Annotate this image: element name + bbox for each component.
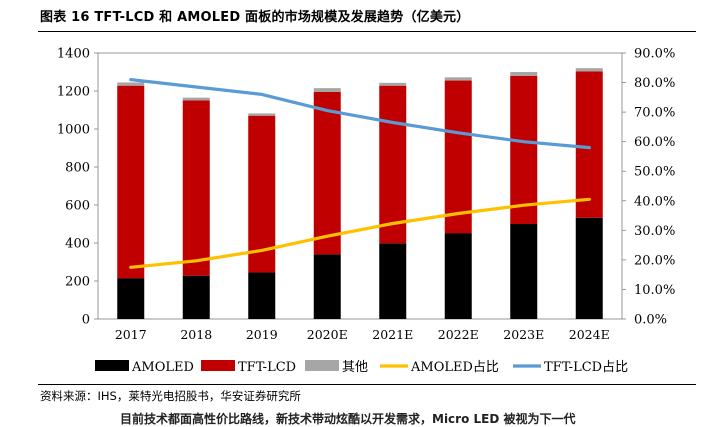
bar--8: [575, 68, 603, 72]
left-axis-tick-label: 1000: [57, 123, 90, 138]
source-divider: [38, 384, 696, 385]
x-axis-tick-label: 2021E: [372, 327, 413, 342]
bar-tft-lcd-8: [575, 71, 603, 218]
legend-swatch-1: [95, 360, 129, 371]
x-axis-tick-label: 2024E: [569, 327, 610, 342]
right-axis-tick-label: 30.0%: [634, 224, 675, 239]
source-note: 资料来源：IHS，莱特光电招股书，华安证券研究所: [40, 389, 301, 403]
x-axis-tick-label: 2023E: [503, 327, 544, 342]
bar-tft-lcd-7: [510, 75, 538, 224]
plot-area-border: [97, 52, 623, 320]
bar--2: [182, 97, 210, 101]
bar-tft-lcd-6: [444, 80, 472, 234]
x-axis-tick-label: 2018: [180, 327, 212, 342]
bar-tft-lcd-1: [117, 85, 145, 279]
line-tft-lcd-share: [129, 77, 591, 150]
legend-label-2: TFT-LCD: [238, 360, 296, 375]
bar-tft-lcd-2: [182, 100, 210, 276]
bar-amoled-8: [575, 217, 603, 319]
chart-bars: [117, 68, 603, 319]
legend-label-1: AMOLED: [131, 360, 194, 375]
legend-label-5: TFT-LCD占比: [544, 360, 628, 375]
bar-amoled-1: [117, 278, 145, 319]
legend-swatch-3: [305, 360, 339, 371]
legend-label-4: AMOLED占比: [410, 360, 499, 375]
bar--4: [313, 88, 341, 92]
right-axis-tick-label: 0.0%: [634, 313, 667, 328]
chart-legend: AMOLED TFT-LCD 其他 AMOLED占比 TFT-LCD占比: [95, 360, 628, 375]
right-axis-tick-label: 40.0%: [634, 194, 675, 209]
right-axis-tick-label: 10.0%: [634, 283, 675, 298]
chart-title: 图表 16 TFT-LCD 和 AMOLED 面板的市场规模及发展趋势（亿美元）: [40, 10, 470, 25]
left-axis-tick-label: 400: [65, 237, 90, 252]
left-axis-tick-label: 600: [65, 199, 90, 214]
x-axis-tick-label: 2022E: [438, 327, 479, 342]
legend-label-3: 其他: [342, 360, 368, 375]
right-axis-tick-label: 60.0%: [634, 135, 675, 150]
bar-tft-lcd-4: [313, 91, 341, 255]
x-axis-tick-label: 2019: [246, 327, 278, 342]
left-axis-tick-label: 1400: [57, 47, 90, 62]
bar-amoled-2: [182, 275, 210, 319]
bar-tft-lcd-3: [248, 115, 276, 273]
legend-swatch-2: [201, 360, 235, 371]
bar-amoled-5: [379, 243, 407, 319]
bar-amoled-4: [313, 254, 341, 319]
left-axis-tick-label: 1200: [57, 85, 90, 100]
bar-amoled-3: [248, 272, 276, 319]
right-axis-tick-label: 20.0%: [634, 253, 675, 268]
bar--7: [510, 72, 538, 76]
bar--6: [444, 77, 472, 81]
body-text-cutoff: 目前技术都面高性价比路线，新技术带动炫酷以开发需求，Micro LED 被视为下…: [120, 412, 576, 426]
x-axis-tick-label: 2017: [115, 327, 147, 342]
left-axis-tick-label: 800: [65, 161, 90, 176]
bar-tft-lcd-5: [379, 85, 407, 244]
left-axis-tick-label: 200: [65, 275, 90, 290]
bar-amoled-6: [444, 233, 472, 319]
chart-svg: 0 200 400 600 800 1000 1200 1400 0.0% 10.0% 20.0% 3…: [57, 47, 675, 376]
bar--3: [248, 113, 276, 116]
bar--1: [117, 82, 145, 86]
left-axis-tick-label: 0: [82, 313, 90, 328]
line-amoled-share: [129, 197, 591, 269]
right-axis-tick-label: 50.0%: [634, 165, 675, 180]
x-axis-tick-label: 2020E: [307, 327, 348, 342]
chart-axes: 0 200 400 600 800 1000 1200 1400 0.0% 10.0% 20.0% 3…: [57, 47, 675, 343]
title-divider: [38, 31, 696, 32]
bar-amoled-7: [510, 224, 538, 319]
right-axis-tick-label: 90.0%: [634, 47, 675, 62]
right-axis-tick-label: 70.0%: [634, 106, 675, 121]
bar--5: [379, 82, 407, 86]
chart-lines: [129, 77, 591, 269]
right-axis-tick-label: 80.0%: [634, 76, 675, 91]
